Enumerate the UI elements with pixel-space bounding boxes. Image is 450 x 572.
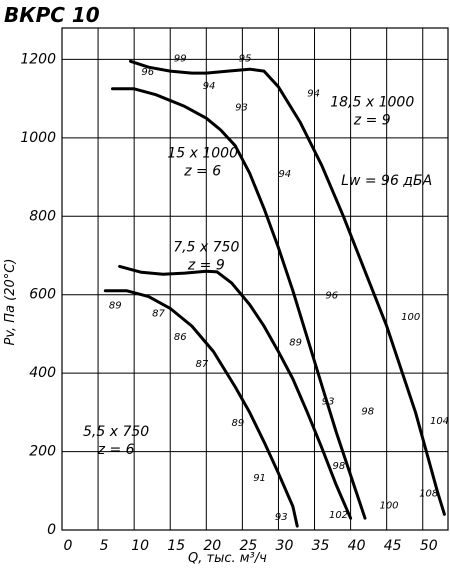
y-tick-label: 1200 <box>20 51 56 67</box>
noise-level-label: 95 <box>239 53 252 64</box>
noise-level-label: 99 <box>174 53 187 64</box>
noise-level-label: 87 <box>152 308 165 319</box>
curve-annotation: Lw = 96 дБА <box>341 173 432 189</box>
noise-level-label: 96 <box>141 67 154 78</box>
chart-title: ВКРС 10 <box>4 3 100 27</box>
fan-curve-2 <box>111 87 367 520</box>
y-tick-label: 400 <box>29 365 56 381</box>
noise-level-label: 98 <box>361 406 374 417</box>
noise-level-label: 93 <box>275 512 288 523</box>
y-tick-label: 0 <box>47 522 56 538</box>
fan-curve-3 <box>118 264 353 520</box>
curve-annotation: 7,5 x 750 z = 9 <box>173 240 239 274</box>
noise-level-label: 100 <box>401 312 420 323</box>
x-tick-label: 40 <box>348 538 366 554</box>
noise-level-label: 86 <box>174 332 187 343</box>
fan-curve-4 <box>103 289 299 528</box>
noise-level-label: 96 <box>325 291 338 302</box>
x-tick-label: 35 <box>312 538 330 554</box>
curve-labels: 99 95 94 100 104 108 96 94 93 94 96 98 100 89 93 98 102 8… <box>109 53 449 523</box>
y-tick-label: 200 <box>29 444 56 460</box>
noise-level-label: 89 <box>289 338 302 349</box>
x-tick-label: 45 <box>384 538 402 554</box>
noise-level-label: 108 <box>419 489 438 500</box>
x-tick-label: 50 <box>420 538 438 554</box>
annotations: 18,5 x 1000 z = 9 15 x 1000 z = 6 Lw = 96 дБ… <box>83 94 432 457</box>
curves <box>103 59 446 528</box>
x-tick-label: 5 <box>100 538 109 554</box>
x-tick-label: 25 <box>239 538 257 554</box>
y-axis-label: Pv, Па (20°C) <box>3 259 18 346</box>
x-tick-label: 10 <box>131 538 149 554</box>
y-tick-label: 1000 <box>20 130 56 146</box>
noise-level-label: 98 <box>333 461 346 472</box>
noise-level-label: 93 <box>235 102 248 113</box>
curve-annotation: 18,5 x 1000 z = 9 <box>330 94 414 128</box>
y-tick-label: 600 <box>29 287 56 303</box>
x-tick-label: 30 <box>276 538 294 554</box>
noise-level-label: 89 <box>109 300 122 311</box>
x-axis-label: Q, тыс. м³/ч <box>188 551 267 566</box>
x-tick-label: 15 <box>167 538 185 554</box>
noise-level-label: 100 <box>379 500 398 511</box>
grid-lines <box>62 28 448 530</box>
noise-level-label: 102 <box>329 510 348 521</box>
tick-labels: 0 5 10 15 20 25 30 35 40 45 50 0 200 400 600 800 1000 120… <box>20 51 437 554</box>
noise-level-label: 104 <box>430 416 449 427</box>
noise-level-label: 94 <box>278 169 291 180</box>
noise-level-label: 91 <box>253 473 266 484</box>
noise-level-label: 94 <box>203 81 216 92</box>
x-tick-label: 20 <box>203 538 221 554</box>
fan-curve-1 <box>129 59 446 516</box>
noise-level-label: 93 <box>322 397 335 408</box>
noise-level-label: 87 <box>195 359 208 370</box>
y-tick-label: 800 <box>29 208 56 224</box>
curve-annotation: 5,5 x 750 z = 6 <box>83 424 149 458</box>
noise-level-label: 89 <box>232 418 245 429</box>
curve-annotation: 15 x 1000 z = 6 <box>167 145 238 179</box>
x-tick-label: 0 <box>64 538 73 554</box>
plot-frame <box>61 27 449 531</box>
noise-level-label: 94 <box>307 89 320 100</box>
